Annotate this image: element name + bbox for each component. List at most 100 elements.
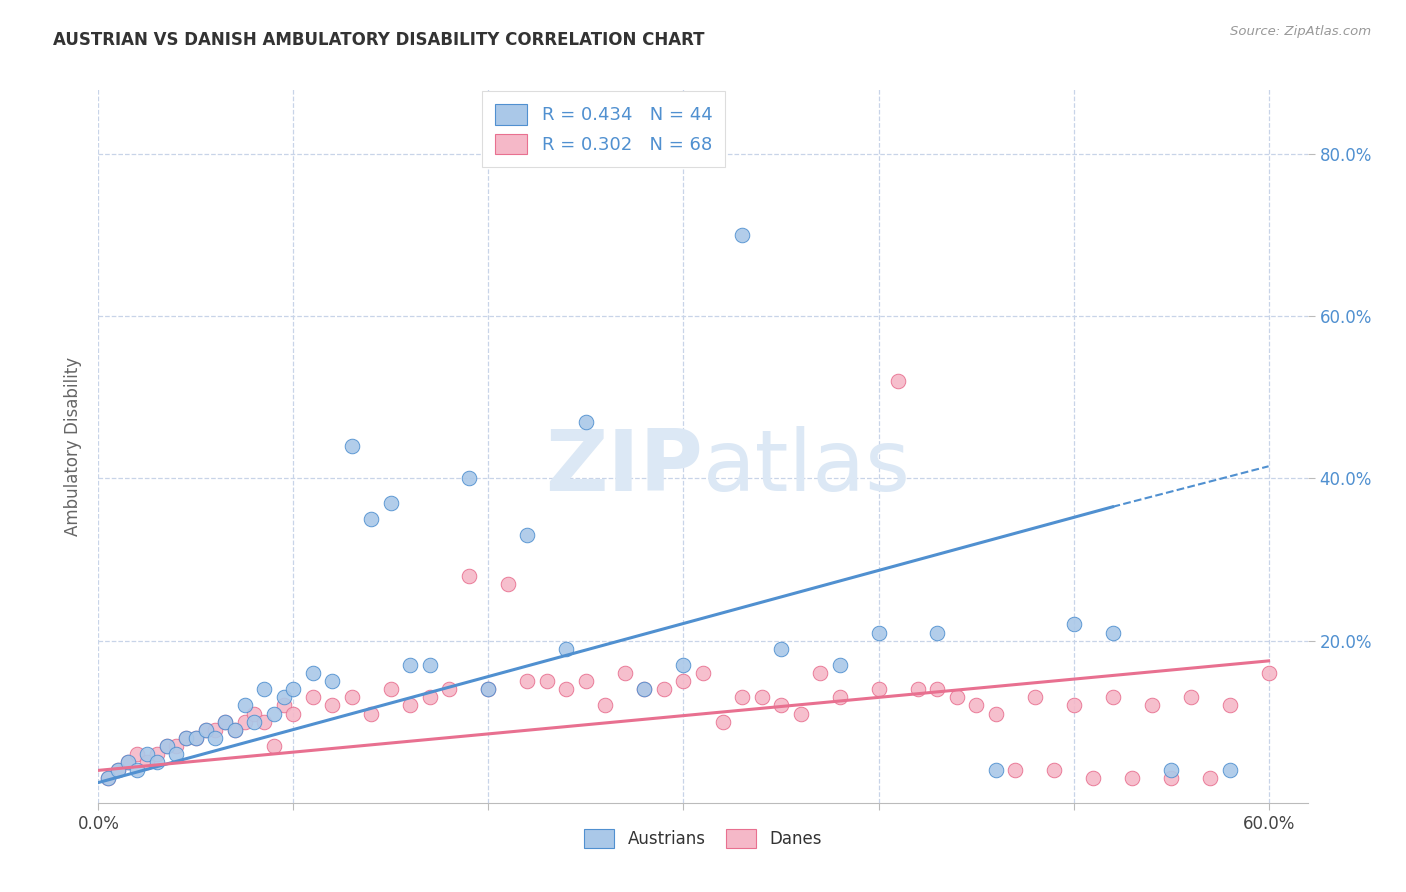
Point [233,698,256,713]
Point [174,731,197,745]
Point [214,714,236,729]
Point [907,682,929,697]
Point [156,739,179,753]
Point [127,747,149,761]
Point [828,690,851,705]
Point [184,731,207,745]
Point [868,625,890,640]
Point [302,690,325,705]
Point [965,698,987,713]
Point [1121,772,1143,786]
Point [1004,764,1026,778]
Point [887,374,910,388]
Point [224,723,246,737]
Point [516,674,538,689]
Point [194,723,217,737]
Y-axis label: Ambulatory Disability: Ambulatory Disability [63,357,82,535]
Point [97,772,120,786]
Legend: Austrians, Danes: Austrians, Danes [578,822,828,855]
Point [117,756,139,770]
Point [1043,764,1066,778]
Point [769,698,792,713]
Point [107,764,129,778]
Point [165,747,187,761]
Point [868,682,890,697]
Point [575,415,598,429]
Point [380,496,402,510]
Point [828,657,851,672]
Point [156,739,179,753]
Point [399,657,422,672]
Point [731,690,754,705]
Point [243,714,266,729]
Point [536,674,558,689]
Point [633,682,655,697]
Point [1101,625,1123,640]
Point [945,690,967,705]
Point [321,674,343,689]
Point [1160,764,1182,778]
Point [555,641,578,656]
Point [1024,690,1046,705]
Point [419,690,441,705]
Point [1081,772,1104,786]
Point [1063,617,1085,632]
Point [439,682,461,697]
Point [477,682,499,697]
Point [146,756,169,770]
Point [595,698,617,713]
Point [204,723,226,737]
Point [652,682,675,697]
Point [184,731,207,745]
Point [263,739,285,753]
Point [273,698,295,713]
Point [614,666,637,681]
Point [233,714,256,729]
Point [925,682,948,697]
Point [672,657,695,672]
Point [263,706,285,721]
Text: Source: ZipAtlas.com: Source: ZipAtlas.com [1230,25,1371,38]
Point [302,666,325,681]
Point [925,625,948,640]
Point [1063,698,1085,713]
Point [97,772,120,786]
Point [360,512,382,526]
Point [253,682,276,697]
Point [136,747,159,761]
Point [1101,690,1123,705]
Point [1160,772,1182,786]
Point [360,706,382,721]
Point [711,714,734,729]
Point [174,731,197,745]
Point [516,528,538,542]
Point [672,674,695,689]
Point [1257,666,1279,681]
Point [136,756,159,770]
Point [731,228,754,243]
Point [496,577,519,591]
Point [340,690,363,705]
Point [458,568,481,582]
Point [127,764,149,778]
Point [214,714,236,729]
Point [204,731,226,745]
Point [283,706,305,721]
Point [165,739,187,753]
Point [458,471,481,485]
Point [769,641,792,656]
Text: ZIP: ZIP [546,425,703,509]
Point [555,682,578,697]
Point [107,764,129,778]
Point [477,682,499,697]
Point [808,666,831,681]
Point [633,682,655,697]
Point [984,706,1007,721]
Point [117,756,139,770]
Point [1199,772,1222,786]
Point [194,723,217,737]
Point [243,706,266,721]
Text: AUSTRIAN VS DANISH AMBULATORY DISABILITY CORRELATION CHART: AUSTRIAN VS DANISH AMBULATORY DISABILITY… [53,31,704,49]
Point [1219,698,1241,713]
Point [340,439,363,453]
